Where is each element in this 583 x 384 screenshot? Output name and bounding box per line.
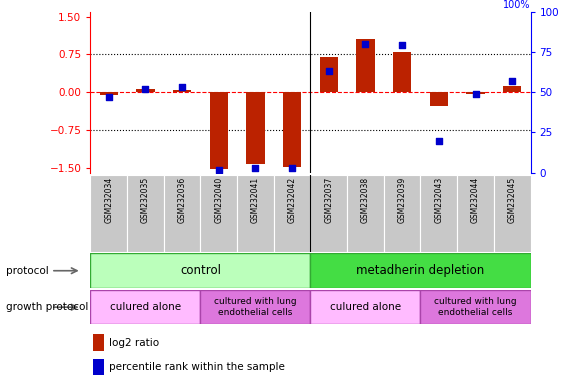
Text: GSM232040: GSM232040	[214, 177, 223, 223]
Bar	[310, 253, 531, 288]
Bar	[237, 175, 274, 252]
Text: GSM232038: GSM232038	[361, 177, 370, 223]
Point	[434, 137, 444, 144]
Point	[287, 165, 297, 171]
Point	[141, 86, 150, 92]
Point	[104, 94, 113, 100]
Bar	[173, 89, 191, 92]
Text: GSM232039: GSM232039	[398, 177, 407, 223]
Text: GSM232041: GSM232041	[251, 177, 260, 223]
Point	[214, 167, 223, 173]
Bar	[310, 290, 420, 324]
Point	[177, 84, 187, 90]
Bar	[420, 175, 457, 252]
Bar	[319, 57, 338, 92]
Text: GSM232037: GSM232037	[324, 177, 333, 223]
Bar	[136, 89, 154, 92]
Text: metadherin depletion: metadherin depletion	[356, 264, 484, 277]
Text: GSM232042: GSM232042	[287, 177, 297, 223]
Point	[251, 165, 260, 171]
Bar	[430, 92, 448, 106]
Text: GSM232044: GSM232044	[471, 177, 480, 223]
Bar	[393, 52, 412, 92]
Bar	[164, 175, 201, 252]
Bar	[201, 175, 237, 252]
Point	[471, 91, 480, 97]
Bar	[347, 175, 384, 252]
Text: cultured with lung
endothelial cells: cultured with lung endothelial cells	[434, 298, 517, 317]
Bar	[93, 334, 104, 351]
Bar	[420, 290, 531, 324]
Text: GSM232043: GSM232043	[434, 177, 443, 223]
Bar	[466, 92, 484, 94]
Bar	[274, 175, 310, 252]
Bar	[93, 359, 104, 375]
Text: growth protocol: growth protocol	[6, 302, 88, 312]
Point	[361, 41, 370, 47]
Bar	[127, 175, 164, 252]
Text: culured alone: culured alone	[330, 302, 401, 312]
Bar	[100, 92, 118, 95]
Bar	[90, 253, 310, 288]
Text: GSM232035: GSM232035	[141, 177, 150, 223]
Bar	[201, 290, 310, 324]
Text: 100%: 100%	[503, 0, 531, 10]
Bar	[246, 92, 265, 164]
Text: control: control	[180, 264, 221, 277]
Bar	[384, 175, 420, 252]
Bar	[90, 175, 127, 252]
Bar	[310, 175, 347, 252]
Point	[324, 68, 333, 74]
Bar	[494, 175, 531, 252]
Bar	[503, 86, 521, 92]
Point	[398, 42, 407, 48]
Text: protocol: protocol	[6, 266, 48, 276]
Text: percentile rank within the sample: percentile rank within the sample	[109, 362, 285, 372]
Bar	[90, 290, 201, 324]
Text: cultured with lung
endothelial cells: cultured with lung endothelial cells	[214, 298, 297, 317]
Point	[508, 78, 517, 84]
Text: GSM232034: GSM232034	[104, 177, 113, 223]
Bar	[457, 175, 494, 252]
Bar	[356, 39, 375, 92]
Text: log2 ratio: log2 ratio	[109, 338, 159, 348]
Text: culured alone: culured alone	[110, 302, 181, 312]
Bar	[283, 92, 301, 167]
Text: GSM232036: GSM232036	[178, 177, 187, 223]
Text: GSM232045: GSM232045	[508, 177, 517, 223]
Bar	[209, 92, 228, 169]
